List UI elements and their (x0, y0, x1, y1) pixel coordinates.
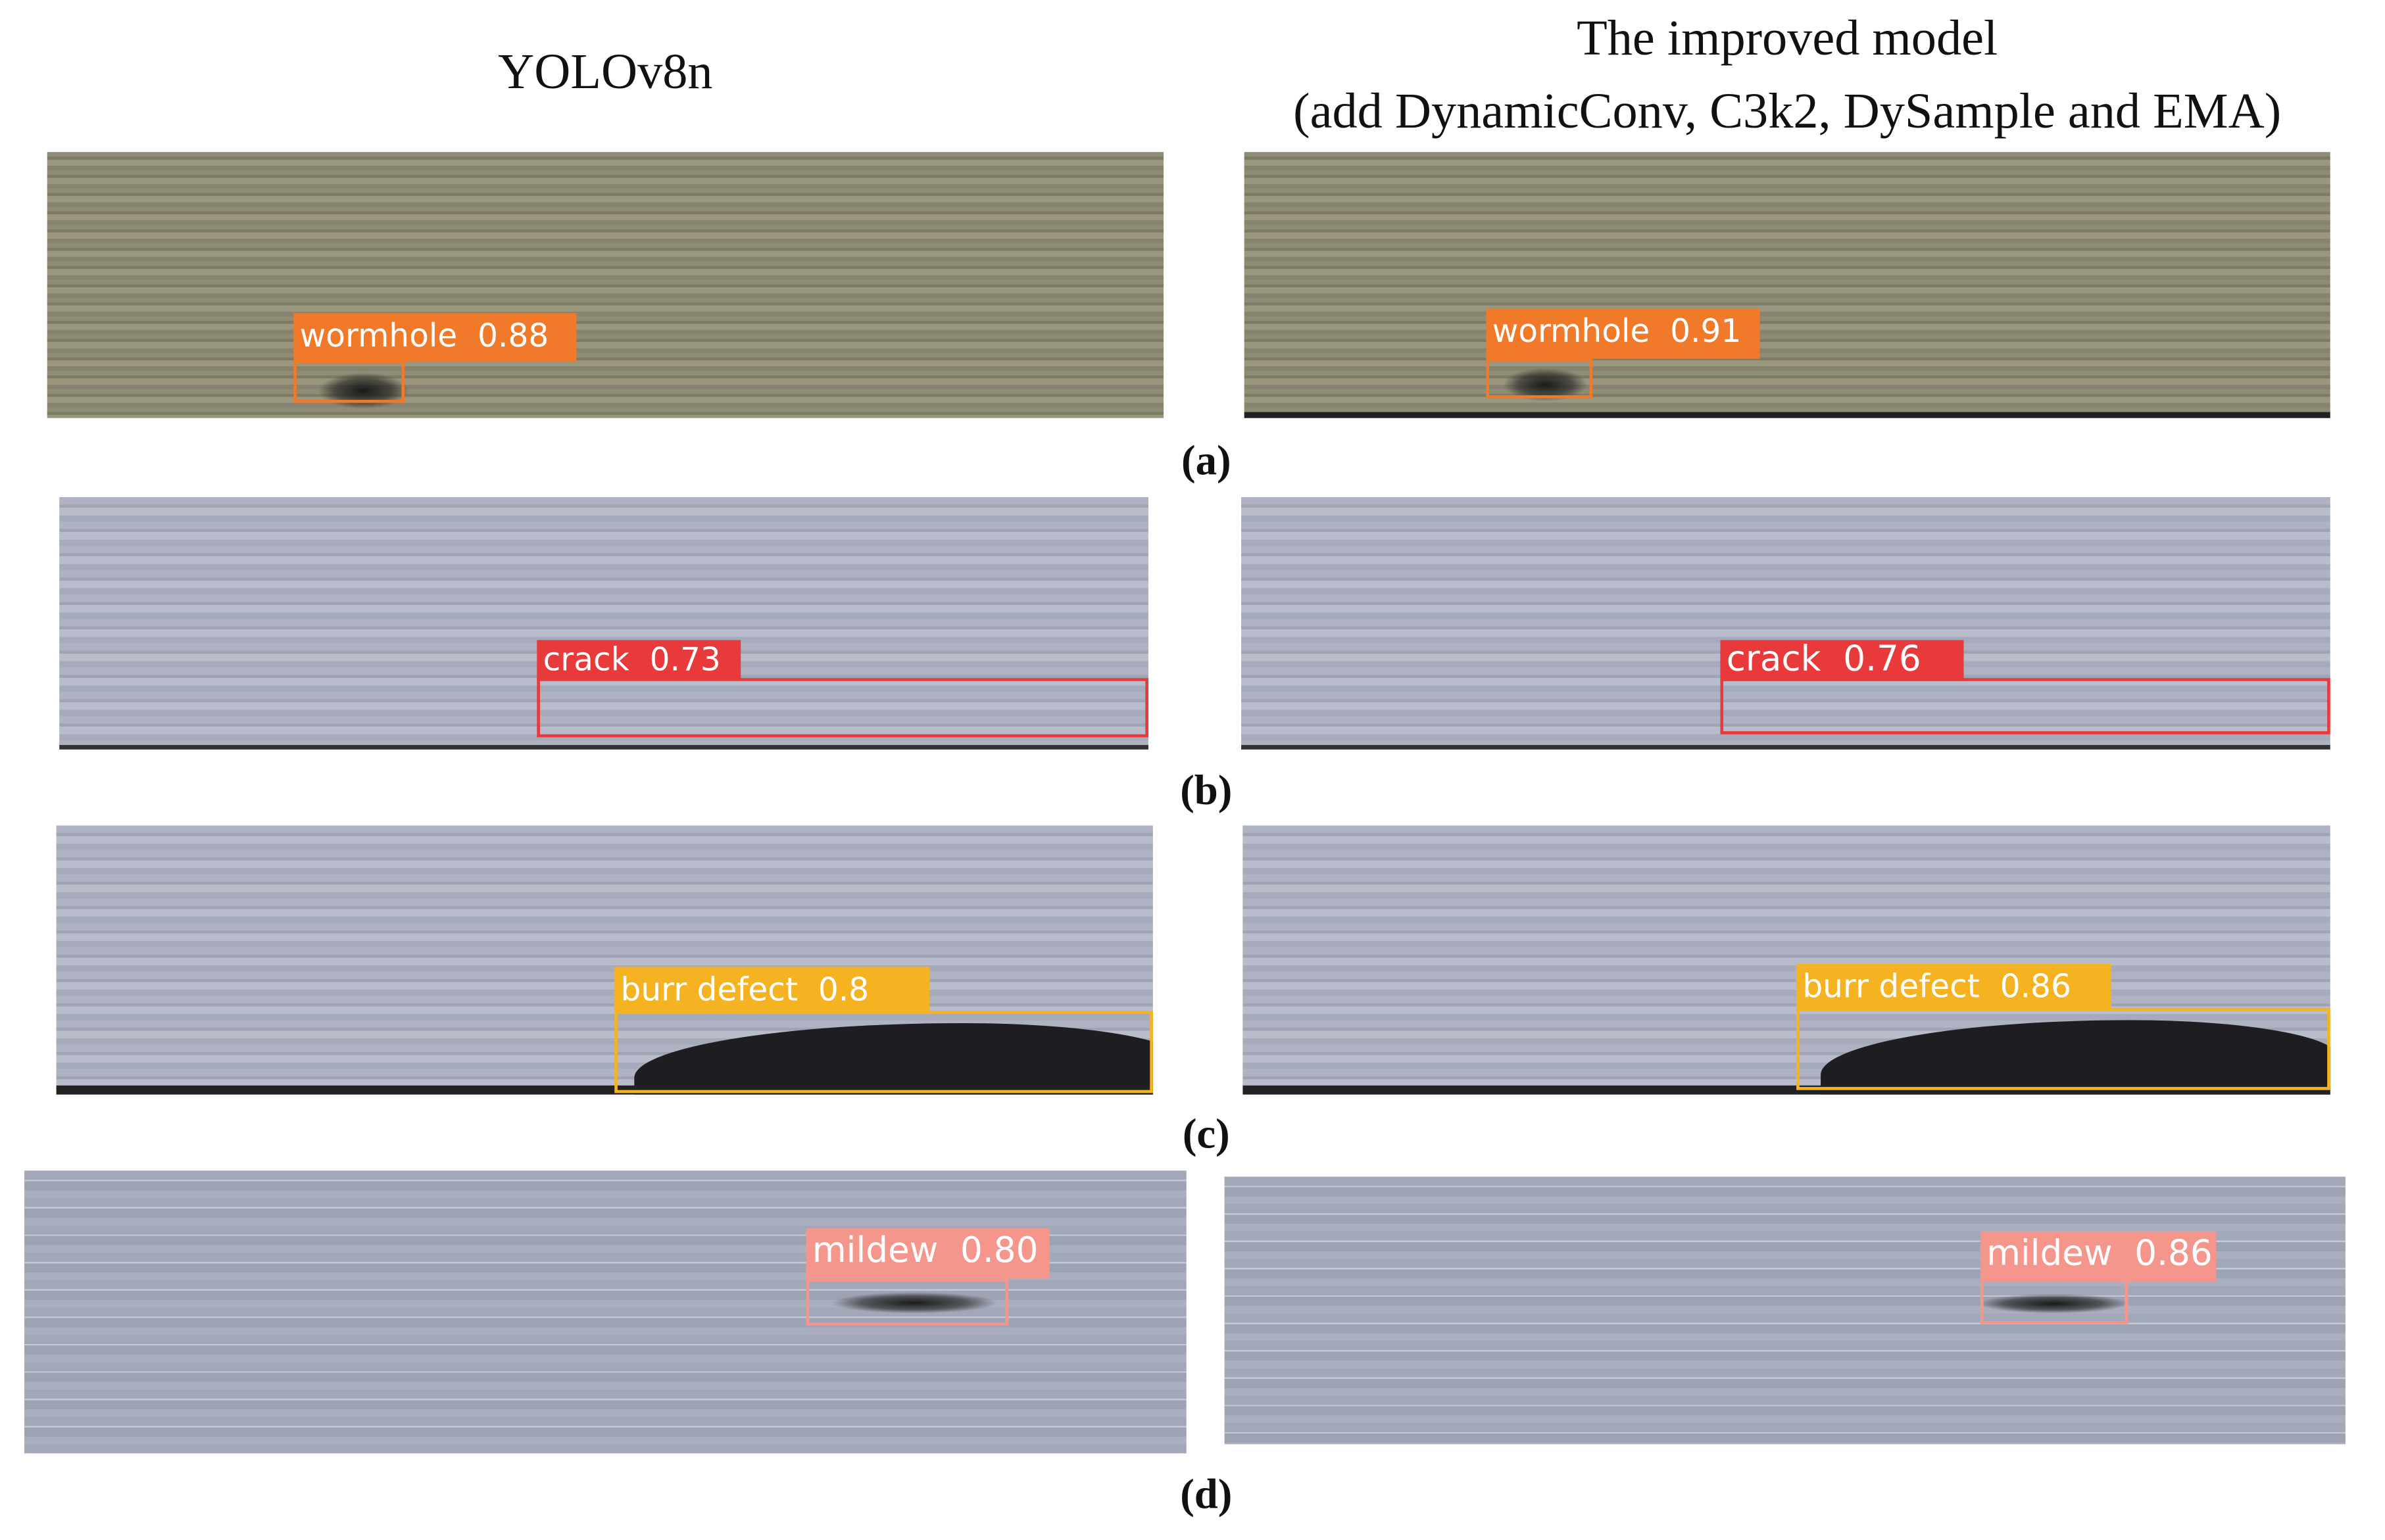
caption: (a) (1181, 437, 1231, 485)
bounding-box (1796, 1007, 2330, 1090)
caption: (c) (1182, 1111, 1230, 1159)
column-header: YOLOv8n (498, 45, 713, 101)
column-header: The improved model (1577, 12, 1998, 67)
bounding-box (1486, 358, 1593, 398)
wood-image (47, 152, 1164, 418)
wood-image (1241, 497, 2330, 750)
bounding-box (1980, 1278, 2128, 1324)
detection-label: mildew 0.86 (1980, 1231, 2217, 1282)
bounding-box (614, 1011, 1153, 1094)
detection-label: crack 0.76 (1720, 640, 1964, 681)
bounding-box (1720, 678, 2330, 734)
wood-image (59, 497, 1148, 750)
caption: (d) (1180, 1472, 1233, 1519)
bounding-box (806, 1278, 1009, 1326)
wood-image (1244, 152, 2330, 418)
wood-image (1224, 1176, 2346, 1445)
bounding-box (293, 360, 405, 403)
defect (318, 372, 410, 409)
wood-image (56, 825, 1153, 1095)
defect (830, 1292, 998, 1314)
caption: (b) (1180, 767, 1233, 815)
defect (1977, 1293, 2130, 1314)
detection-label: burr defect 0.8 (614, 967, 929, 1013)
wood-image (1242, 825, 2330, 1095)
detection-label: wormhole 0.91 (1486, 308, 1760, 359)
detection-label: wormhole 0.88 (293, 313, 577, 362)
bounding-box (537, 678, 1148, 738)
detection-label: burr defect 0.86 (1796, 963, 2111, 1010)
detection-label: crack 0.73 (537, 640, 741, 680)
wood-image (24, 1170, 1187, 1454)
column-header: (add DynamicConv, C3k2, DySample and EMA… (1293, 85, 2282, 140)
detection-label: mildew 0.80 (806, 1228, 1050, 1279)
